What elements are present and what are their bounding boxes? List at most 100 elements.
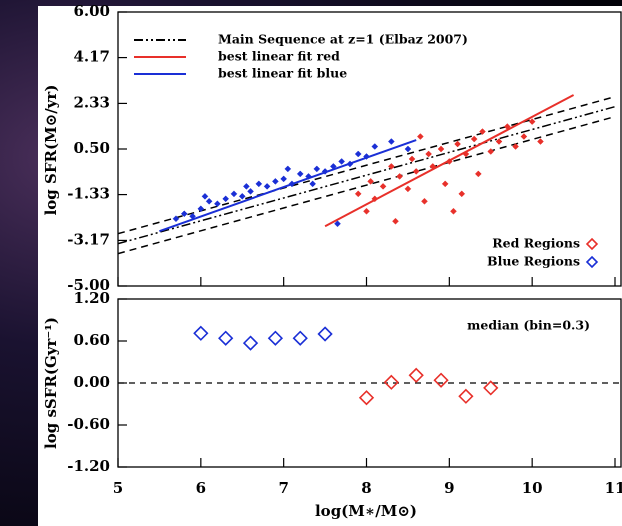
data-point xyxy=(408,155,416,163)
data-point xyxy=(346,160,354,168)
data-point xyxy=(416,133,424,140)
data-point xyxy=(321,168,329,175)
data-point xyxy=(387,163,395,170)
x-tick-label: 5 xyxy=(113,479,123,497)
y-tick-label: -1.33 xyxy=(67,185,110,203)
data-point xyxy=(238,192,246,200)
x-tick-label: 9 xyxy=(444,479,454,497)
data-point xyxy=(479,128,486,135)
data-point xyxy=(408,367,424,383)
data-point xyxy=(272,178,279,185)
data-point xyxy=(189,212,196,220)
data-point xyxy=(371,143,379,150)
data-point xyxy=(354,190,362,198)
data-point xyxy=(218,330,234,346)
data-point xyxy=(421,197,428,205)
data-point xyxy=(445,158,453,165)
data-point xyxy=(462,150,470,158)
data-point xyxy=(363,153,370,160)
y-tick-label: -3.17 xyxy=(67,230,110,248)
y-tick-label: 0.60 xyxy=(73,331,110,349)
y-tick-label: -0.60 xyxy=(67,415,110,433)
data-point xyxy=(379,183,387,190)
data-point xyxy=(404,145,412,153)
y-axis-label: log SFR(M⊙/yr) xyxy=(42,85,60,216)
x-tick-label: 7 xyxy=(278,479,288,497)
data-point xyxy=(197,205,205,213)
data-point xyxy=(392,217,399,225)
legend-label: Red Regions xyxy=(492,236,580,251)
data-point xyxy=(280,175,288,183)
data-point xyxy=(180,210,188,218)
data-point xyxy=(487,148,495,155)
y-tick-label: 0.50 xyxy=(73,139,110,157)
y-tick-label: 6.00 xyxy=(73,2,110,20)
data-point xyxy=(305,173,312,180)
y-tick-label: 2.33 xyxy=(73,93,110,111)
line-series xyxy=(159,139,417,233)
data-point xyxy=(367,178,374,185)
legend-label: Blue Regions xyxy=(487,254,580,269)
y-tick-label: -1.20 xyxy=(67,457,110,475)
data-point xyxy=(437,145,445,153)
y-axis-label: log sSFR(Gyr⁻¹) xyxy=(42,317,60,449)
data-point xyxy=(313,165,321,173)
data-point xyxy=(309,180,317,188)
data-point xyxy=(267,330,284,346)
x-tick-label: 10 xyxy=(522,479,543,497)
data-point xyxy=(454,140,461,148)
data-point xyxy=(528,118,536,125)
figure-background xyxy=(38,6,622,526)
data-point xyxy=(247,187,254,195)
data-point xyxy=(450,207,457,215)
y-tick-label: 1.20 xyxy=(73,289,110,307)
data-point xyxy=(474,170,482,178)
data-point xyxy=(512,143,519,150)
y-tick-label: 4.17 xyxy=(73,48,110,66)
data-point xyxy=(201,192,209,200)
data-point xyxy=(433,372,449,388)
data-point xyxy=(396,173,403,180)
data-point xyxy=(354,150,362,158)
line-series xyxy=(118,115,615,255)
data-point xyxy=(363,207,370,215)
data-point xyxy=(263,183,271,190)
data-point xyxy=(412,168,420,175)
legend-marker xyxy=(585,237,599,251)
data-point xyxy=(284,165,292,173)
x-tick-label: 6 xyxy=(196,479,206,497)
plot-area xyxy=(193,325,499,406)
data-point xyxy=(172,215,180,223)
data-point xyxy=(404,185,412,193)
data-point xyxy=(317,326,333,342)
data-point xyxy=(429,163,437,170)
y-tick-label: -5.00 xyxy=(67,276,110,294)
plot-area xyxy=(118,94,615,255)
x-tick-label: 11 xyxy=(605,479,622,497)
data-point xyxy=(338,158,346,165)
data-point xyxy=(296,170,304,178)
data-point xyxy=(230,190,238,198)
data-point xyxy=(470,135,478,143)
data-point xyxy=(441,180,449,188)
data-point xyxy=(330,163,337,170)
data-point xyxy=(214,200,221,208)
data-point xyxy=(537,138,544,145)
data-point xyxy=(243,183,250,190)
legend-label: Main Sequence at z=1 (Elbaz 2007) xyxy=(218,32,468,47)
data-point xyxy=(205,197,213,205)
data-point xyxy=(483,380,499,396)
y-tick-label: 0.00 xyxy=(73,373,110,391)
x-tick-label: 8 xyxy=(361,479,371,497)
data-point xyxy=(292,330,308,346)
data-point xyxy=(358,390,375,406)
legend-marker xyxy=(585,255,599,269)
data-point xyxy=(255,180,263,188)
data-point xyxy=(193,325,209,341)
legend-label: best linear fit red xyxy=(218,49,340,64)
data-point xyxy=(222,195,230,203)
x-axis-label: log(M∗/M⊙) xyxy=(315,502,417,520)
data-point xyxy=(371,195,379,203)
